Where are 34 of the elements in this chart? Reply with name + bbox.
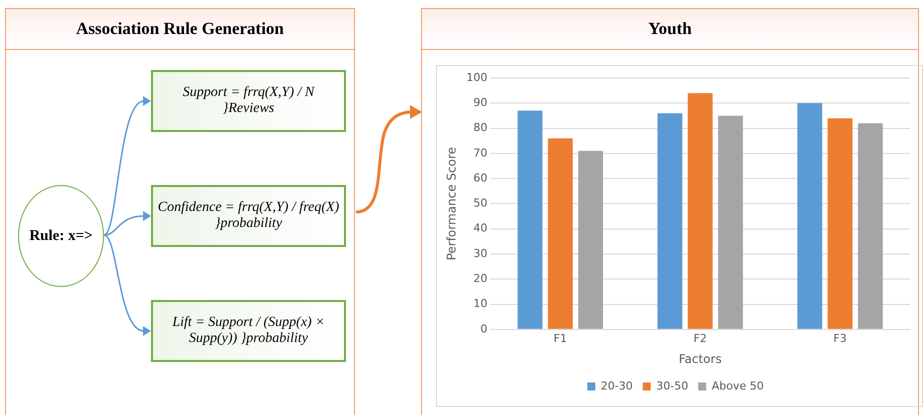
bar	[828, 118, 852, 329]
y-tick-label: 0	[480, 322, 488, 336]
chart-title: Youth	[422, 9, 918, 50]
x-tick-label: F3	[833, 332, 847, 345]
y-axis-title: Performance Score	[444, 146, 458, 260]
bar	[657, 113, 682, 329]
legend-label: 30-50	[656, 379, 688, 392]
legend-label: 20-30	[600, 379, 633, 392]
bar	[858, 123, 883, 329]
x-tick-label: F1	[554, 332, 567, 345]
bar	[578, 150, 604, 329]
legend-label: Above 50	[712, 379, 764, 392]
y-tick-label: 90	[473, 96, 488, 109]
bar	[548, 138, 573, 329]
y-tick-label: 80	[473, 121, 488, 134]
bar	[518, 110, 542, 329]
y-tick-label: 20	[473, 272, 488, 285]
y-tick-label: 30	[473, 246, 488, 260]
y-tick-label: 50	[473, 196, 488, 210]
y-tick-label: 60	[473, 171, 488, 184]
bar	[797, 103, 822, 329]
bar	[718, 116, 743, 329]
x-tick-label: F2	[694, 332, 707, 345]
text: Confidence = frrq(X,Y) / freq(X) }probability	[151, 185, 346, 247]
y-tick-label: 10	[473, 297, 488, 310]
text: Lift = Support / (Supp(x) × Supp(y)) }probability	[151, 300, 346, 362]
bar	[688, 93, 713, 329]
y-tick-label: 70	[473, 146, 488, 160]
text: Rule: x=>	[18, 185, 104, 287]
y-tick-label: 100	[466, 70, 488, 84]
y-tick-label: 40	[473, 222, 488, 235]
text: Association Rule Generation	[6, 9, 354, 50]
text: Support = frrq(X,Y) / N }Reviews	[151, 70, 346, 132]
x-axis-title: Factors	[678, 352, 722, 366]
